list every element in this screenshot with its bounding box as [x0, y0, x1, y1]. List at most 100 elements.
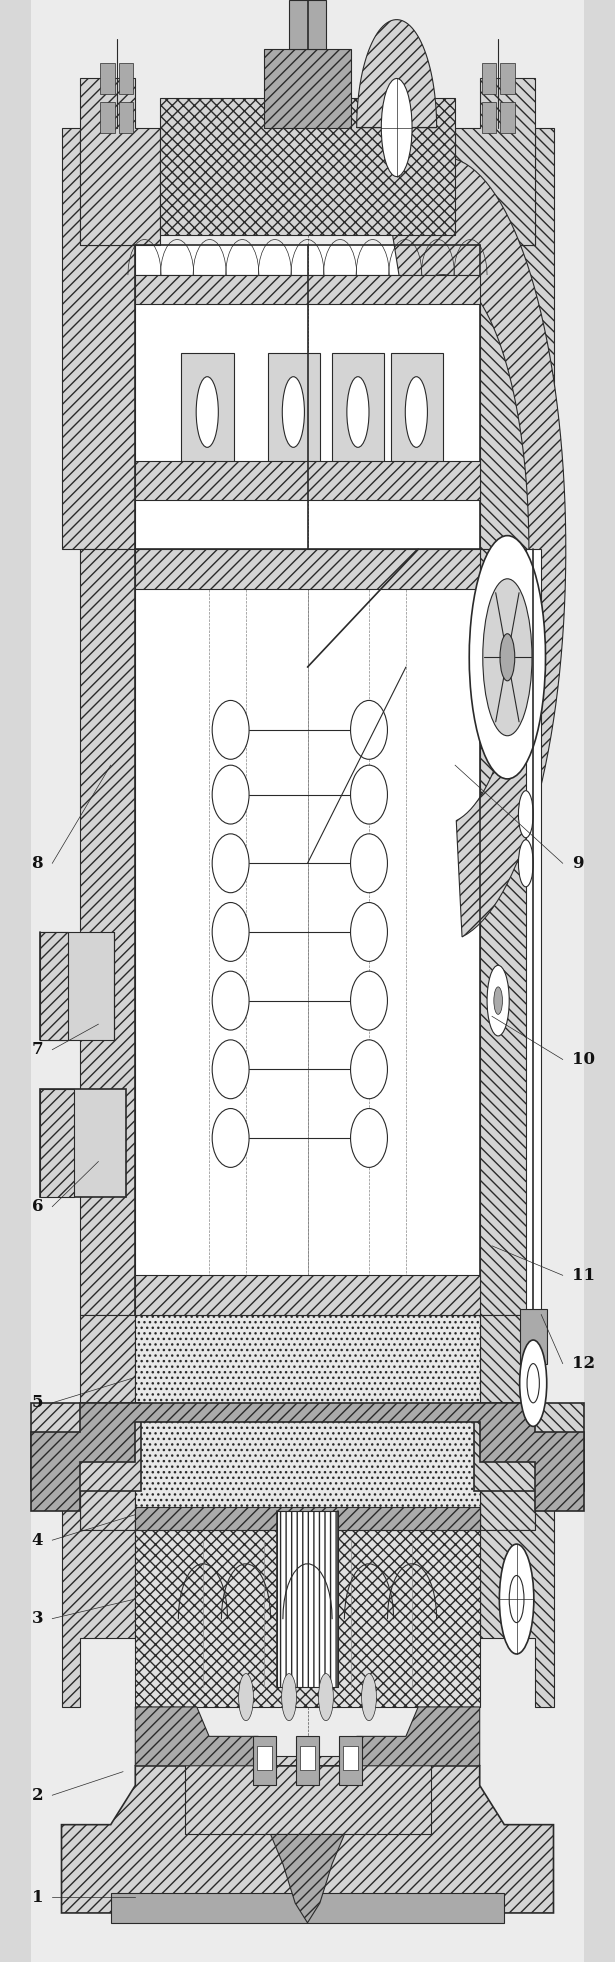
Text: 4: 4: [31, 1532, 43, 1548]
Circle shape: [362, 1674, 376, 1721]
Bar: [135, 549, 480, 1315]
Text: 11: 11: [572, 1267, 595, 1283]
Bar: [135, 1275, 480, 1315]
Polygon shape: [62, 128, 135, 549]
Bar: [300, 1746, 315, 1770]
Bar: [135, 549, 480, 589]
Bar: [135, 461, 480, 500]
Ellipse shape: [351, 765, 387, 824]
Bar: [391, 353, 443, 471]
Circle shape: [527, 1364, 539, 1403]
Bar: [40, 932, 114, 1040]
Bar: [500, 63, 515, 94]
Circle shape: [469, 536, 546, 779]
Bar: [482, 102, 496, 133]
Bar: [119, 63, 133, 94]
Bar: [264, 49, 351, 128]
Text: 8: 8: [31, 855, 43, 871]
Ellipse shape: [212, 903, 249, 961]
Polygon shape: [480, 1315, 535, 1530]
Polygon shape: [62, 1462, 135, 1707]
Bar: [500, 102, 515, 133]
Ellipse shape: [351, 834, 387, 893]
Polygon shape: [135, 1707, 480, 1766]
Circle shape: [405, 377, 427, 447]
Circle shape: [520, 1340, 547, 1426]
Polygon shape: [480, 1462, 554, 1707]
Bar: [40, 1089, 126, 1197]
Ellipse shape: [212, 971, 249, 1030]
Text: 10: 10: [572, 1052, 595, 1067]
Circle shape: [499, 1544, 534, 1654]
Circle shape: [239, 1674, 253, 1721]
Bar: [257, 1746, 272, 1770]
Bar: [253, 1736, 276, 1785]
Bar: [111, 1893, 504, 1923]
Text: 1: 1: [31, 1889, 43, 1905]
Ellipse shape: [212, 1040, 249, 1099]
Circle shape: [518, 840, 533, 887]
Polygon shape: [387, 157, 566, 938]
Bar: [268, 353, 320, 471]
Ellipse shape: [212, 700, 249, 759]
Ellipse shape: [212, 834, 249, 893]
Bar: [332, 353, 384, 471]
Bar: [40, 932, 68, 1040]
Polygon shape: [80, 78, 160, 245]
Ellipse shape: [212, 765, 249, 824]
Text: 12: 12: [572, 1356, 595, 1371]
Polygon shape: [80, 549, 135, 1315]
Polygon shape: [455, 78, 535, 245]
Circle shape: [518, 791, 533, 838]
Circle shape: [487, 965, 509, 1036]
Ellipse shape: [212, 1109, 249, 1167]
Polygon shape: [480, 128, 554, 549]
Bar: [289, 0, 326, 49]
Text: 7: 7: [31, 1042, 43, 1058]
Bar: [100, 102, 115, 133]
Polygon shape: [357, 20, 437, 128]
Bar: [181, 353, 234, 471]
Text: 2: 2: [31, 1787, 43, 1803]
Ellipse shape: [351, 700, 387, 759]
Bar: [119, 102, 133, 133]
Circle shape: [196, 377, 218, 447]
Polygon shape: [62, 1766, 554, 1913]
Circle shape: [282, 1674, 296, 1721]
Circle shape: [381, 78, 412, 177]
Bar: [160, 98, 455, 235]
Circle shape: [347, 377, 369, 447]
Bar: [135, 275, 480, 304]
Polygon shape: [271, 1834, 344, 1923]
Bar: [482, 63, 496, 94]
Circle shape: [494, 987, 502, 1014]
Bar: [184, 1756, 430, 1834]
Text: 6: 6: [31, 1199, 43, 1214]
Bar: [296, 1736, 319, 1785]
Bar: [277, 1511, 338, 1687]
Bar: [474, 1403, 584, 1491]
Bar: [135, 245, 480, 549]
Circle shape: [282, 377, 304, 447]
Polygon shape: [80, 1315, 135, 1530]
Circle shape: [483, 579, 532, 736]
Bar: [526, 549, 541, 1315]
Ellipse shape: [351, 1040, 387, 1099]
Bar: [135, 1315, 480, 1530]
Polygon shape: [480, 549, 535, 1315]
Circle shape: [509, 1575, 524, 1623]
Bar: [100, 63, 115, 94]
Text: 5: 5: [31, 1395, 43, 1411]
Ellipse shape: [351, 971, 387, 1030]
Bar: [40, 1089, 74, 1197]
Polygon shape: [31, 1403, 584, 1511]
Bar: [135, 1507, 480, 1530]
Circle shape: [500, 634, 515, 681]
Bar: [339, 1736, 362, 1785]
Bar: [343, 1746, 358, 1770]
Circle shape: [319, 1674, 333, 1721]
Bar: [135, 1530, 480, 1707]
Text: 3: 3: [31, 1611, 43, 1626]
Bar: [520, 1309, 547, 1364]
Bar: [31, 1403, 141, 1491]
